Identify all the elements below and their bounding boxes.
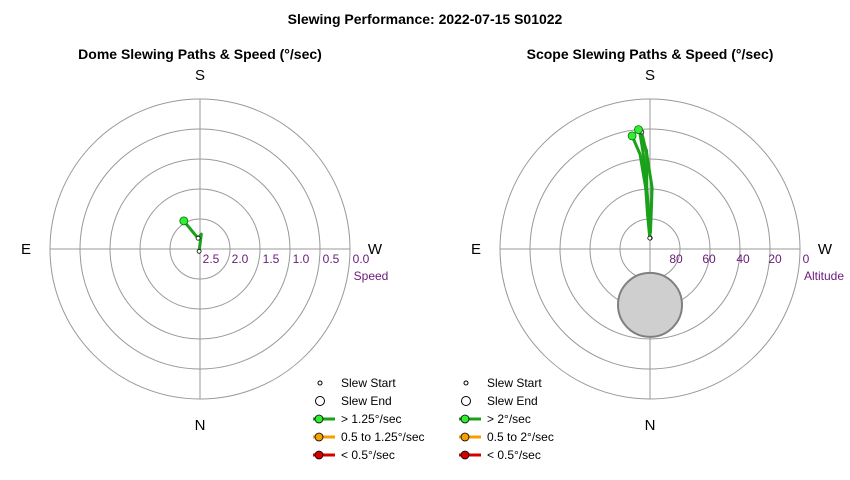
dome-legend-end-marker: [315, 396, 325, 406]
dome-tick-label: 2.0: [232, 252, 249, 266]
scope-dir-left: E: [471, 241, 481, 258]
scope-tick-label: 0: [803, 252, 810, 266]
dome-slew-start-marker: [179, 216, 189, 226]
dome-legend-slow-marker: [314, 450, 324, 460]
scope-legend: Slew Start Slew End > 2°/sec 0.5 to 2°/s…: [459, 376, 554, 462]
scope-legend-start-marker: [463, 380, 469, 386]
dome-tick-label: 1.5: [263, 252, 280, 266]
dome-legend-medium: 0.5 to 1.25°/sec: [341, 430, 425, 444]
scope-legend-start: Slew Start: [487, 376, 542, 390]
scope-shaded-region: [617, 271, 683, 338]
dome-tick-label: 1.0: [293, 252, 310, 266]
scope-tick-label: 40: [736, 252, 750, 266]
scope-dir-top: S: [645, 67, 655, 84]
scope-slew-paths: [627, 125, 654, 241]
dome-slew-paths: [179, 216, 203, 254]
scope-legend-medium: 0.5 to 2°/sec: [487, 430, 554, 444]
dome-legend-start-marker: [317, 380, 323, 386]
dome-legend-fast: > 1.25°/sec: [341, 412, 402, 426]
dome-tick-label: 2.5: [203, 252, 220, 266]
scope-slew-end-marker: [647, 235, 653, 241]
scope-legend-fast-marker: [460, 414, 470, 424]
dome-tick-label: 0.5: [323, 252, 340, 266]
scope-legend-slow-marker: [460, 450, 470, 460]
dome-slew-end-marker: [196, 248, 202, 254]
dome-legend-fast-marker: [314, 414, 324, 424]
scope-subtitle: Scope Slewing Paths & Speed (°/sec): [527, 46, 774, 62]
scope-dir-bottom: N: [645, 417, 656, 434]
dome-subtitle: Dome Slewing Paths & Speed (°/sec): [78, 46, 322, 62]
scope-radial-axis-label: Altitude: [804, 269, 844, 283]
figure-title: Slewing Performance: 2022-07-15 S01022: [288, 11, 563, 27]
dome-radial-axis-label: Speed: [354, 269, 389, 283]
scope-slew-path: [637, 128, 652, 235]
scope-legend-end: Slew End: [487, 394, 538, 408]
scope-tick-label: 60: [702, 252, 716, 266]
dome-legend-end: Slew End: [341, 394, 392, 408]
scope-legend-slow: < 0.5°/sec: [487, 448, 541, 462]
scope-grid: [499, 98, 801, 400]
scope-dir-right: W: [818, 241, 833, 258]
scope-tick-label: 80: [669, 252, 683, 266]
dome-legend: Slew Start Slew End > 1.25°/sec 0.5 to 1…: [313, 376, 425, 462]
dome-dir-bottom: N: [195, 417, 206, 434]
scope-legend-fast: > 2°/sec: [487, 412, 531, 426]
dome-legend-slow: < 0.5°/sec: [341, 448, 395, 462]
dome-grid: [49, 98, 351, 400]
scope-slew-start-marker: [627, 131, 637, 141]
scope-legend-end-marker: [461, 396, 471, 406]
dome-legend-start: Slew Start: [341, 376, 396, 390]
scope-slew-start-marker: [634, 125, 643, 135]
scope-tick-label: 20: [768, 252, 782, 266]
dome-dir-top: S: [195, 67, 205, 84]
scope-panel: Scope Slewing Paths & Speed (°/sec) S N …: [459, 46, 844, 462]
dome-panel: Dome Slewing Paths & Speed (°/sec) S N E…: [21, 46, 425, 462]
dome-dir-right: W: [368, 241, 383, 258]
dome-slew-end-marker: [195, 235, 201, 241]
dome-legend-medium-marker: [314, 432, 324, 442]
dome-tick-label: 0.0: [353, 252, 370, 266]
dome-dir-left: E: [21, 241, 31, 258]
scope-legend-medium-marker: [460, 432, 470, 442]
